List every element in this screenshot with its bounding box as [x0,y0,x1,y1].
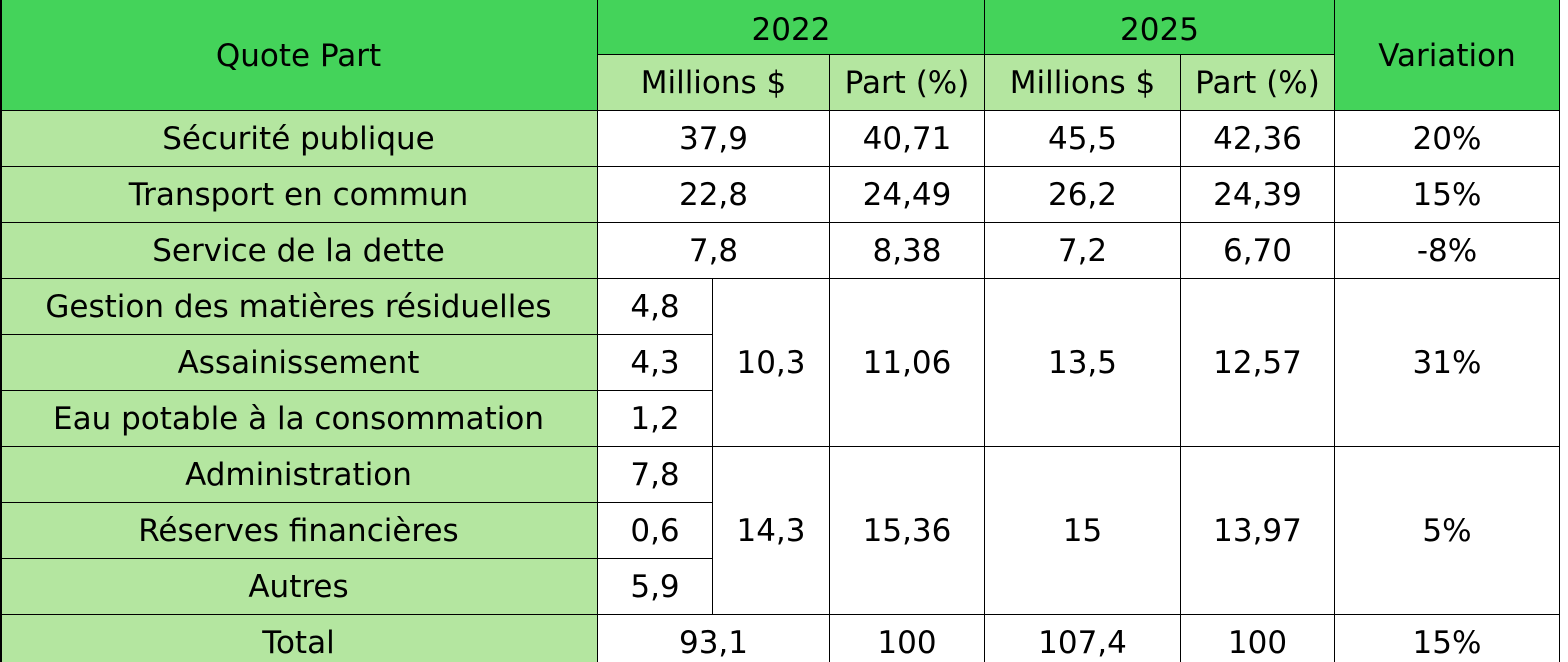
cell-value: 100 [1181,615,1335,662]
header-title: Quote Part [0,0,598,111]
item-value: 5,9 [598,559,713,615]
sub-header: Millions $ [598,55,830,111]
cell-value: 15% [1335,615,1560,662]
row-label: Autres [0,559,598,615]
row-label: Total [0,615,598,662]
group-value: 5% [1335,447,1560,615]
cell-value: 93,1 [598,615,830,662]
variation-header: Variation [1335,0,1560,111]
sub-header: Part (%) [1181,55,1335,111]
row-label: Sécurité publique [0,111,598,167]
cell-value: 15% [1335,167,1560,223]
cell-value: 40,71 [830,111,985,167]
cell-value: 22,8 [598,167,830,223]
row-label: Service de la dette [0,223,598,279]
cell-value: 24,49 [830,167,985,223]
cell-value: 6,70 [1181,223,1335,279]
cell-value: 7,8 [598,223,830,279]
year-header: 2022 [598,0,985,55]
cell-value: 24,39 [1181,167,1335,223]
left-edge [0,0,2,662]
cell-value: 45,5 [985,111,1181,167]
group-value: 13,5 [985,279,1181,447]
group-value: 12,57 [1181,279,1335,447]
item-value: 4,8 [598,279,713,335]
sub-header: Part (%) [830,55,985,111]
row-label: Eau potable à la consommation [0,391,598,447]
item-value: 1,2 [598,391,713,447]
row-label: Transport en commun [0,167,598,223]
sub-header: Millions $ [985,55,1181,111]
cell-value: 107,4 [985,615,1181,662]
cell-value: 8,38 [830,223,985,279]
group-value: 14,3 [713,447,830,615]
cell-value: 26,2 [985,167,1181,223]
row-label: Administration [0,447,598,503]
item-value: 7,8 [598,447,713,503]
row-label: Gestion des matières résiduelles [0,279,598,335]
row-label: Réserves financières [0,503,598,559]
cell-value: 100 [830,615,985,662]
cell-value: 42,36 [1181,111,1335,167]
cell-value: 37,9 [598,111,830,167]
cell-value: 7,2 [985,223,1181,279]
group-value: 11,06 [830,279,985,447]
row-label: Assainissement [0,335,598,391]
year-header: 2025 [985,0,1335,55]
cell-value: 20% [1335,111,1560,167]
group-value: 31% [1335,279,1560,447]
group-value: 15 [985,447,1181,615]
group-value: 10,3 [713,279,830,447]
cell-value: -8% [1335,223,1560,279]
group-value: 13,97 [1181,447,1335,615]
item-value: 0,6 [598,503,713,559]
group-value: 15,36 [830,447,985,615]
item-value: 4,3 [598,335,713,391]
